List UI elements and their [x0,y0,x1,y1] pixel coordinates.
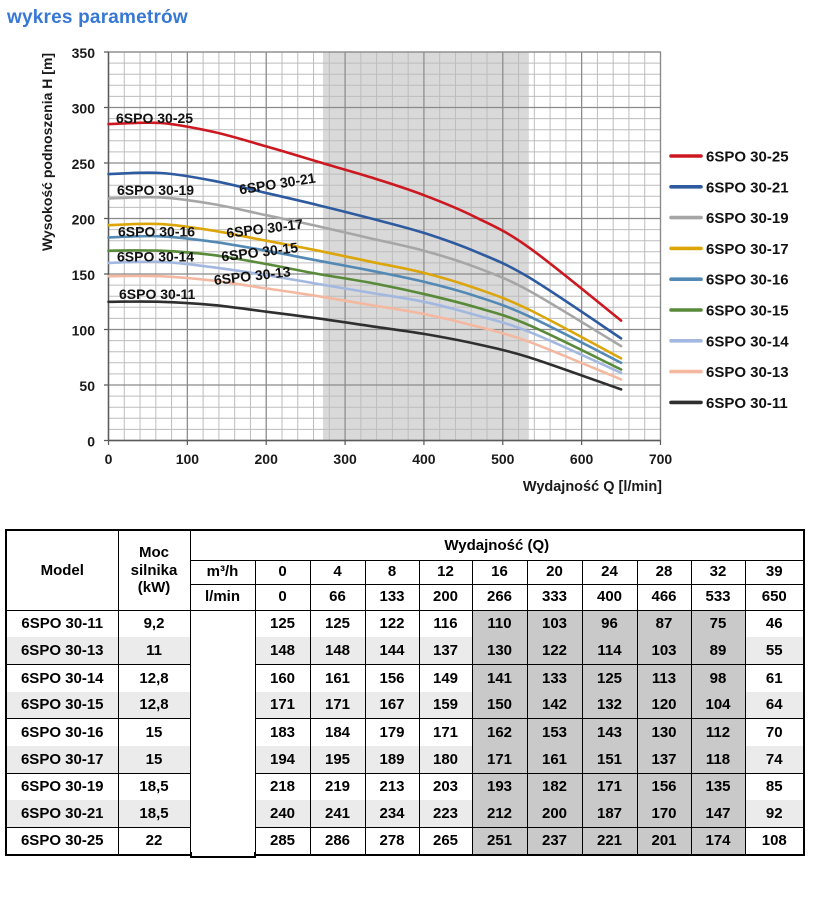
svg-text:600: 600 [570,451,594,467]
svg-text:300: 300 [72,101,96,117]
svg-text:6SPO 30-15: 6SPO 30-15 [220,239,299,264]
svg-text:6SPO 30-17: 6SPO 30-17 [225,216,304,241]
svg-text:0: 0 [105,451,113,467]
svg-text:350: 350 [72,45,96,61]
svg-text:200: 200 [255,451,279,467]
svg-text:6SPO 30-14: 6SPO 30-14 [706,333,789,350]
svg-text:6SPO 30-21: 6SPO 30-21 [706,179,789,196]
svg-text:6SPO 30-13: 6SPO 30-13 [706,364,789,381]
svg-text:6SPO 30-11: 6SPO 30-11 [119,286,195,302]
svg-text:0: 0 [87,434,95,450]
svg-text:6SPO 30-11: 6SPO 30-11 [706,395,788,412]
svg-text:6SPO 30-17: 6SPO 30-17 [706,241,789,258]
svg-text:6SPO 30-19: 6SPO 30-19 [706,210,789,227]
svg-text:6SPO 30-16: 6SPO 30-16 [118,224,195,240]
svg-text:300: 300 [333,451,357,467]
svg-text:Wydajność Q [l/min]: Wydajność Q [l/min] [523,479,662,495]
svg-text:50: 50 [79,378,95,394]
svg-text:6SPO 30-13: 6SPO 30-13 [213,263,292,288]
svg-text:6SPO 30-19: 6SPO 30-19 [117,182,194,198]
svg-text:700: 700 [649,451,673,467]
svg-text:6SPO 30-14: 6SPO 30-14 [117,249,194,265]
svg-text:Wysokość podnoszenia H [m]: Wysokość podnoszenia H [m] [39,53,55,251]
svg-text:150: 150 [72,267,96,283]
svg-text:100: 100 [72,323,96,339]
svg-text:6SPO 30-25: 6SPO 30-25 [116,110,193,126]
svg-text:6SPO 30-15: 6SPO 30-15 [706,303,789,320]
svg-text:400: 400 [412,451,436,467]
svg-text:250: 250 [72,156,96,172]
svg-text:200: 200 [72,212,96,228]
svg-text:500: 500 [491,451,515,467]
svg-text:100: 100 [176,451,200,467]
svg-text:6SPO 30-25: 6SPO 30-25 [706,149,789,166]
svg-text:6SPO 30-16: 6SPO 30-16 [706,272,789,289]
